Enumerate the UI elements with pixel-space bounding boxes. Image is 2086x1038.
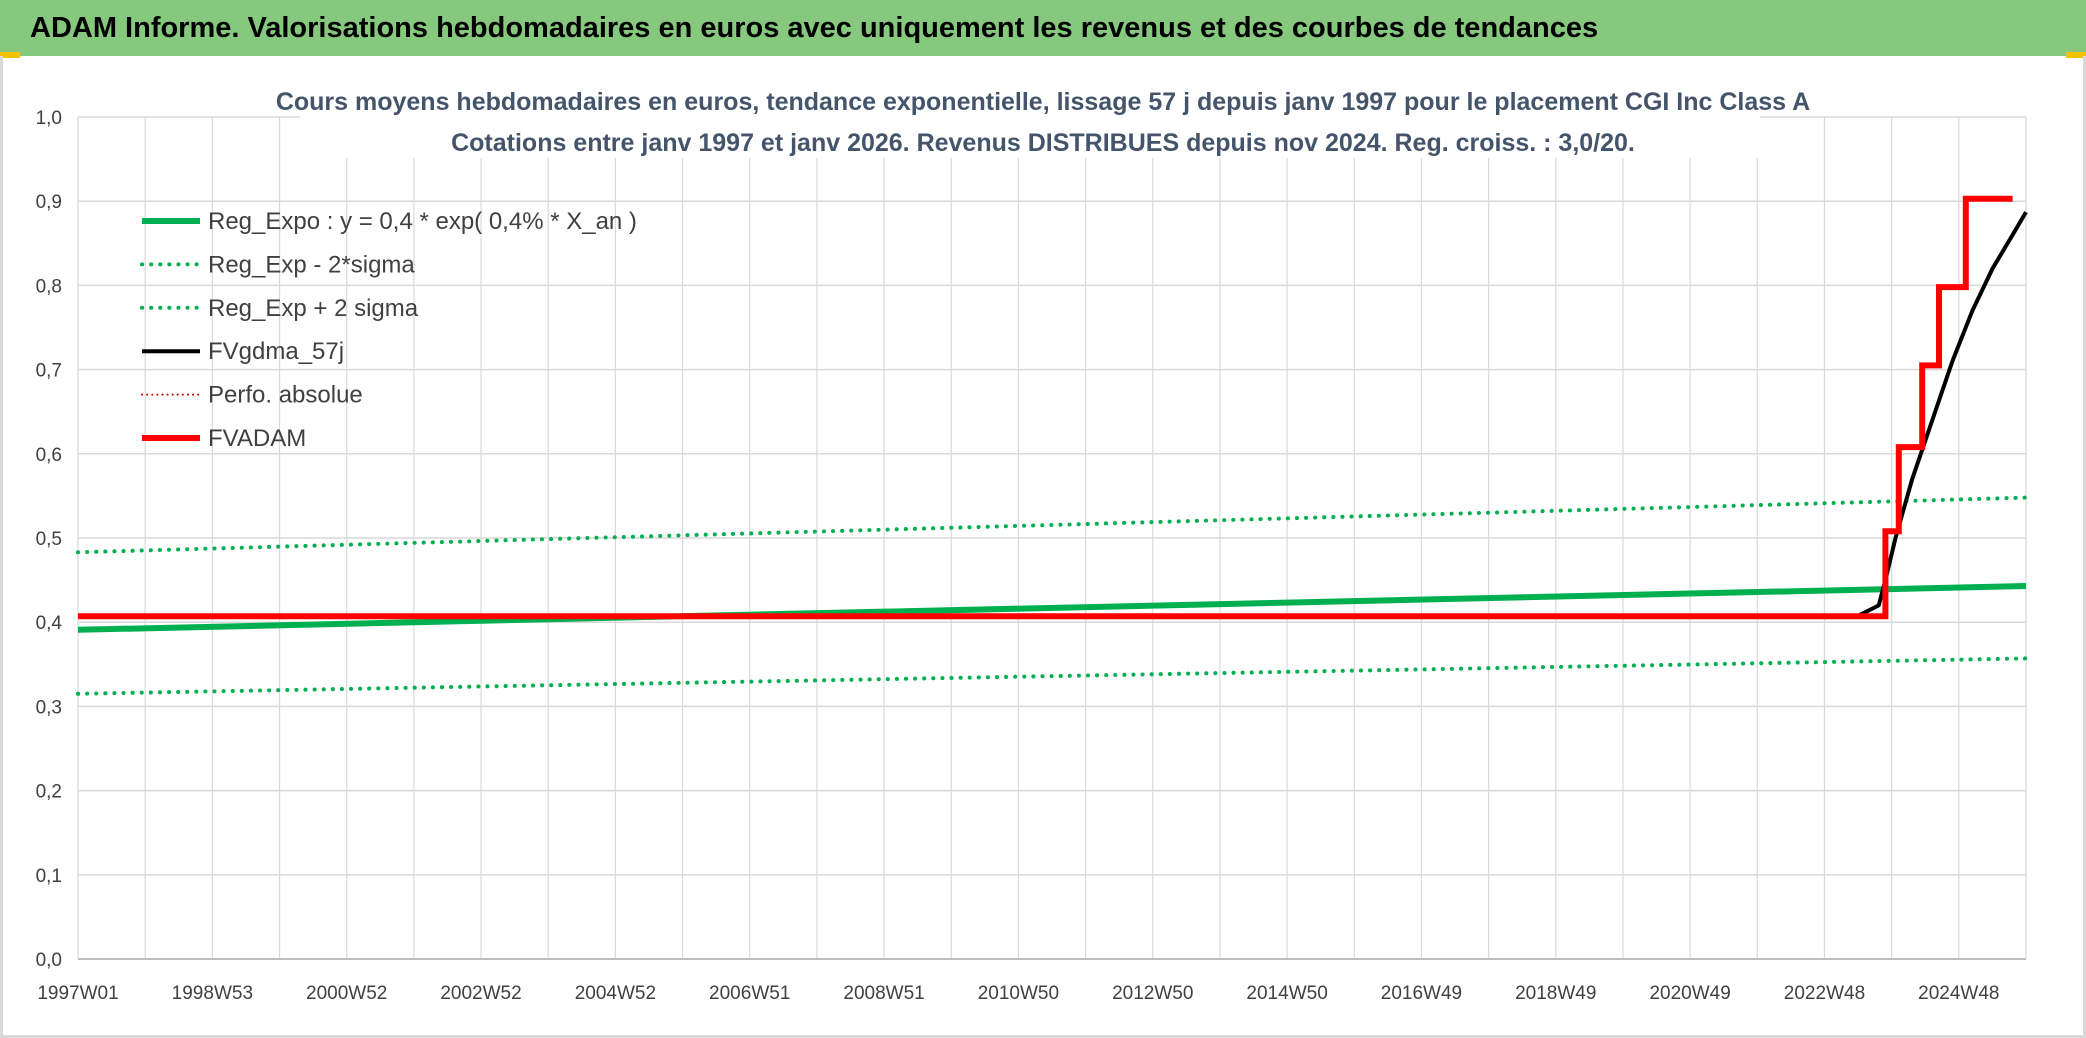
x-tick-label: 2012W50 — [1112, 983, 1193, 1004]
x-tick-label: 2024W48 — [1918, 983, 1999, 1004]
axes: 0,0 0,1 0,2 0,3 0,4 0,5 0,6 0,7 0,8 0,9 1,0 1997W01… — [36, 108, 2026, 1004]
series-line-reg-minus — [76, 656, 2028, 696]
y-tick-label: 0,6 — [36, 445, 62, 466]
chart-title-line1: Cours moyens hebdomadaires en euros, ten… — [276, 88, 1810, 116]
legend-label-reg-expo: Reg_Expo : y = 0,4 * exp( 0,4% * X_an ) — [208, 208, 637, 235]
chart-title-line2: Cotations entre janv 1997 et janv 2026. … — [451, 129, 1635, 157]
x-tick-label: 2008W51 — [843, 983, 924, 1004]
banner-title: ADAM Informe. Valorisations hebdomadaire… — [30, 11, 1599, 44]
legend-label-fvgdma: FVgdma_57j — [208, 338, 344, 365]
y-tick-label: 0,2 — [36, 782, 62, 803]
y-tick-label: 0,4 — [36, 613, 63, 634]
legend-label-fvadam: FVADAM — [208, 425, 306, 452]
corner-marker — [2066, 52, 2086, 58]
x-tick-label: 2004W52 — [575, 983, 656, 1004]
x-tick-label: 2020W49 — [1649, 983, 1730, 1004]
x-tick-label: 2000W52 — [306, 983, 387, 1004]
series-line-reg-expo — [77, 583, 2027, 633]
legend-label-perfo: Perfo. absolue — [208, 382, 363, 409]
y-tick-label: 0,0 — [36, 950, 62, 971]
x-tick-label: 2022W48 — [1784, 983, 1865, 1004]
x-tick-label: 2018W49 — [1515, 983, 1596, 1004]
x-tick-label: 1997W01 — [37, 983, 118, 1004]
x-tick-label: 2014W50 — [1246, 983, 1327, 1004]
x-tick-label: 2002W52 — [440, 983, 521, 1004]
report-banner: ADAM Informe. Valorisations hebdomadaire… — [0, 0, 2086, 56]
legend: Reg_Expo : y = 0,4 * exp( 0,4% * X_an ) R… — [140, 208, 637, 452]
corner-marker — [0, 52, 20, 58]
grid — [77, 116, 2027, 960]
chart-frame — [0, 56, 2086, 1038]
legend-label-reg-plus: Reg_Exp + 2 sigma — [208, 295, 419, 322]
series-line-reg-plus — [76, 495, 2028, 555]
y-tick-label: 0,3 — [36, 697, 62, 718]
legend-label-reg-minus: Reg_Exp - 2*sigma — [208, 251, 415, 278]
title-backdrop — [300, 80, 1760, 158]
y-tick-label: 0,1 — [36, 866, 62, 887]
x-tick-label: 1998W53 — [172, 983, 253, 1004]
y-tick-label: 0,9 — [36, 192, 62, 213]
x-tick-label: 2016W49 — [1381, 983, 1462, 1004]
y-tick-label: 0,8 — [36, 276, 62, 297]
x-tick-label: 2006W51 — [709, 983, 790, 1004]
series — [76, 195, 2028, 696]
y-tick-label: 0,7 — [36, 361, 62, 382]
x-tick-label: 2010W50 — [978, 983, 1059, 1004]
y-tick-label: 1,0 — [36, 108, 62, 129]
series-line-fvadam — [78, 195, 2013, 620]
y-tick-label: 0,5 — [36, 529, 62, 550]
